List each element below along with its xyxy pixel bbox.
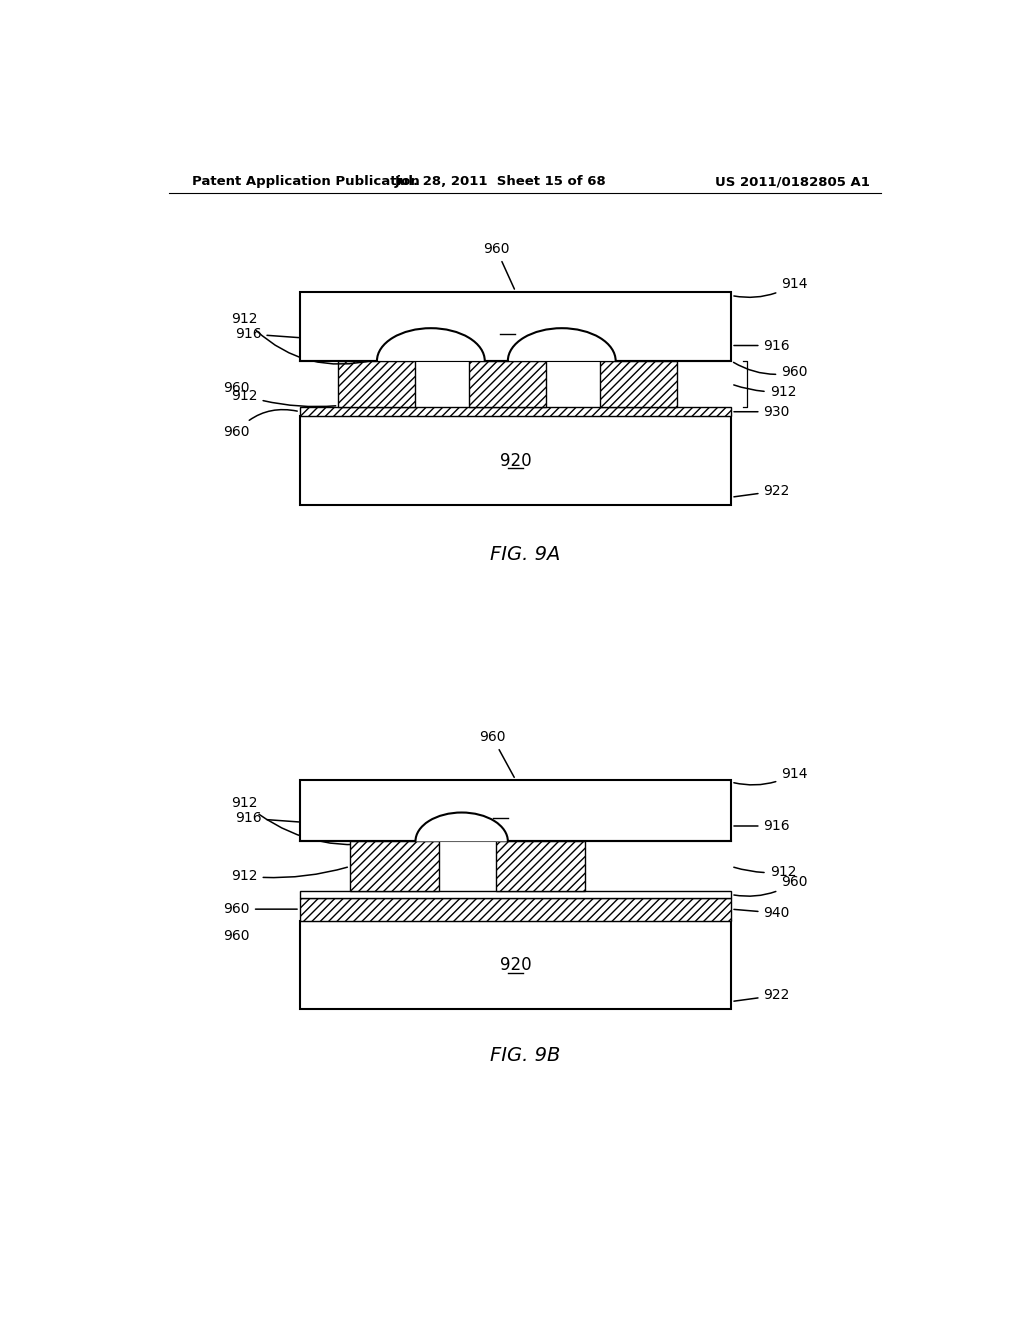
Text: 922: 922: [734, 989, 790, 1002]
Bar: [300, 898, 731, 921]
Text: 960: 960: [483, 243, 514, 289]
Bar: [497, 841, 585, 891]
Text: 916: 916: [734, 338, 791, 352]
Text: Patent Application Publication: Patent Application Publication: [193, 176, 420, 187]
Wedge shape: [377, 308, 484, 360]
Bar: [300, 416, 731, 506]
Text: FIG. 9B: FIG. 9B: [489, 1045, 560, 1065]
Text: 916: 916: [734, 818, 791, 833]
Wedge shape: [416, 795, 508, 841]
Bar: [300, 780, 731, 841]
Text: 960: 960: [223, 902, 297, 916]
Text: 920: 920: [500, 451, 531, 470]
Text: 916: 916: [234, 327, 299, 341]
Text: 912: 912: [231, 867, 347, 883]
Text: 912: 912: [734, 384, 797, 399]
Bar: [469, 360, 547, 407]
Text: 960: 960: [223, 929, 250, 942]
Text: 914: 914: [734, 767, 808, 785]
Text: 914: 914: [734, 277, 808, 297]
Text: 912: 912: [231, 312, 374, 364]
Bar: [300, 891, 731, 898]
Text: 960: 960: [733, 363, 808, 379]
Text: 940: 940: [734, 906, 790, 920]
Bar: [350, 841, 438, 891]
Bar: [300, 921, 731, 1010]
Wedge shape: [508, 308, 615, 360]
Text: 912: 912: [231, 388, 336, 407]
Text: 922: 922: [734, 484, 790, 498]
Text: US 2011/0182805 A1: US 2011/0182805 A1: [715, 176, 869, 187]
Bar: [300, 292, 731, 360]
Text: 912: 912: [231, 796, 391, 845]
Text: 960: 960: [734, 875, 808, 896]
Text: 920: 920: [500, 956, 531, 974]
Text: FIG. 9A: FIG. 9A: [489, 545, 560, 565]
Text: 910: 910: [493, 317, 523, 335]
Text: 960: 960: [223, 381, 250, 395]
Bar: [300, 407, 731, 416]
Bar: [339, 360, 416, 407]
Text: Jul. 28, 2011  Sheet 15 of 68: Jul. 28, 2011 Sheet 15 of 68: [394, 176, 606, 187]
Text: 930: 930: [734, 405, 790, 418]
Text: 916: 916: [234, 812, 299, 825]
Text: 960: 960: [223, 409, 297, 438]
Text: 960: 960: [479, 730, 514, 777]
Bar: [600, 360, 677, 407]
Text: 910: 910: [484, 801, 516, 820]
Text: 912: 912: [734, 865, 797, 879]
